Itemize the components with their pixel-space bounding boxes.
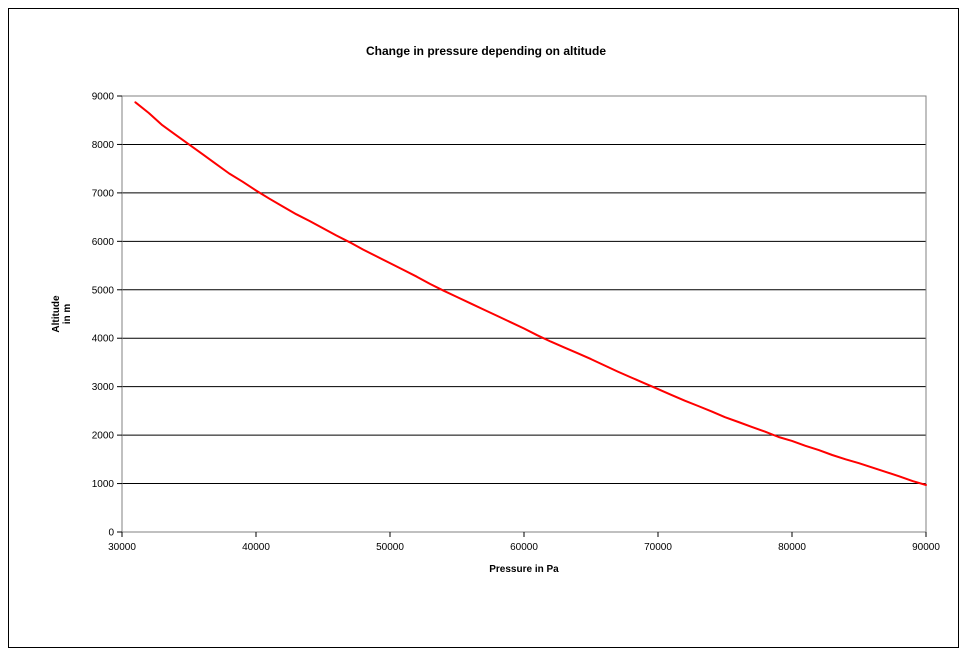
y-tick-label: 6000 — [92, 237, 115, 248]
y-tick-label: 7000 — [92, 188, 115, 199]
x-axis-title: Pressure in Pa — [489, 564, 559, 575]
y-tick-label: 8000 — [92, 140, 115, 151]
x-tick-label: 80000 — [778, 542, 806, 553]
gridlines — [122, 143, 926, 485]
y-tick-label: 5000 — [92, 285, 115, 296]
x-tick-label: 40000 — [242, 542, 270, 553]
x-tick-label: 50000 — [376, 542, 404, 553]
x-tick-label: 60000 — [510, 542, 538, 553]
x-tick-label: 70000 — [644, 542, 672, 553]
y-tick-label: 1000 — [92, 479, 115, 490]
chart-svg: Change in pressure depending on altitude… — [51, 44, 940, 575]
y-tick-label: 4000 — [92, 334, 115, 345]
y-tick-label: 0 — [108, 528, 114, 539]
series-line-0 — [134, 101, 927, 486]
x-axis-ticks: 30000 40000 50000 60000 70000 80000 90000 — [108, 532, 940, 553]
y-axis-title-line: Altitude — [51, 295, 62, 333]
y-axis-title-line: in m — [62, 304, 73, 325]
plot-area — [121, 95, 927, 533]
chart-frame: Change in pressure depending on altitude… — [8, 8, 959, 648]
series-group — [134, 101, 927, 486]
y-tick-label: 2000 — [92, 431, 115, 442]
chart-title: Change in pressure depending on altitude — [366, 44, 606, 58]
x-tick-label: 90000 — [912, 542, 940, 553]
y-axis-ticks: 0 1000 2000 3000 4000 5000 6000 7000 8000 9000 — [92, 92, 122, 539]
y-axis-title: Altitude in m — [51, 295, 73, 333]
x-tick-label: 30000 — [108, 542, 136, 553]
y-tick-label: 3000 — [92, 382, 115, 393]
y-tick-label: 9000 — [92, 92, 115, 103]
